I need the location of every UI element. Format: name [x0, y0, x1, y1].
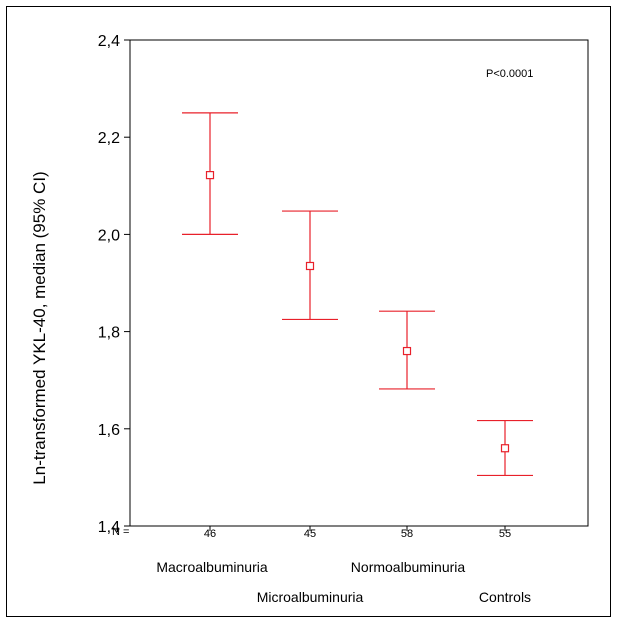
- n-value: 55: [499, 528, 511, 540]
- y-axis-label: Ln-transformed YKL-40, median (95% CI): [30, 171, 49, 484]
- chart-marks: [182, 112, 533, 477]
- y-tick-label: 2,2: [98, 130, 120, 147]
- error-bar-group: [477, 419, 533, 477]
- median-marker: [500, 444, 510, 453]
- category-label: Controls: [479, 589, 531, 605]
- y-tick-label: 1,6: [98, 422, 120, 439]
- axes: 1,4 1,6 1,8 2,0 2,2 2,4 46 Macroalbuminuria 45 Mi…: [98, 33, 589, 605]
- category-label: Microalbuminuria: [257, 589, 364, 605]
- error-bar-group: [379, 310, 435, 390]
- n-value: 45: [304, 528, 316, 540]
- y-tick-label: 1,8: [98, 325, 120, 342]
- median-marker: [402, 346, 412, 356]
- error-bar-group: [282, 210, 338, 321]
- category-label: Macroalbuminuria: [156, 559, 267, 575]
- y-tick-label: 2,4: [98, 33, 120, 50]
- p-value-annotation: P<0.0001: [486, 68, 533, 80]
- y-tick-label: 2,0: [98, 227, 120, 244]
- n-value: 58: [401, 528, 413, 540]
- median-marker: [305, 261, 315, 271]
- n-value: 46: [204, 528, 216, 540]
- y-tick-label: 1,4: [98, 519, 120, 536]
- median-marker: [205, 171, 215, 180]
- chart-frame: [6, 6, 611, 617]
- error-bar-group: [182, 112, 238, 235]
- plot-area-border: [129, 39, 589, 527]
- n-label: N =: [112, 526, 129, 538]
- category-label: Normoalbuminuria: [351, 559, 466, 575]
